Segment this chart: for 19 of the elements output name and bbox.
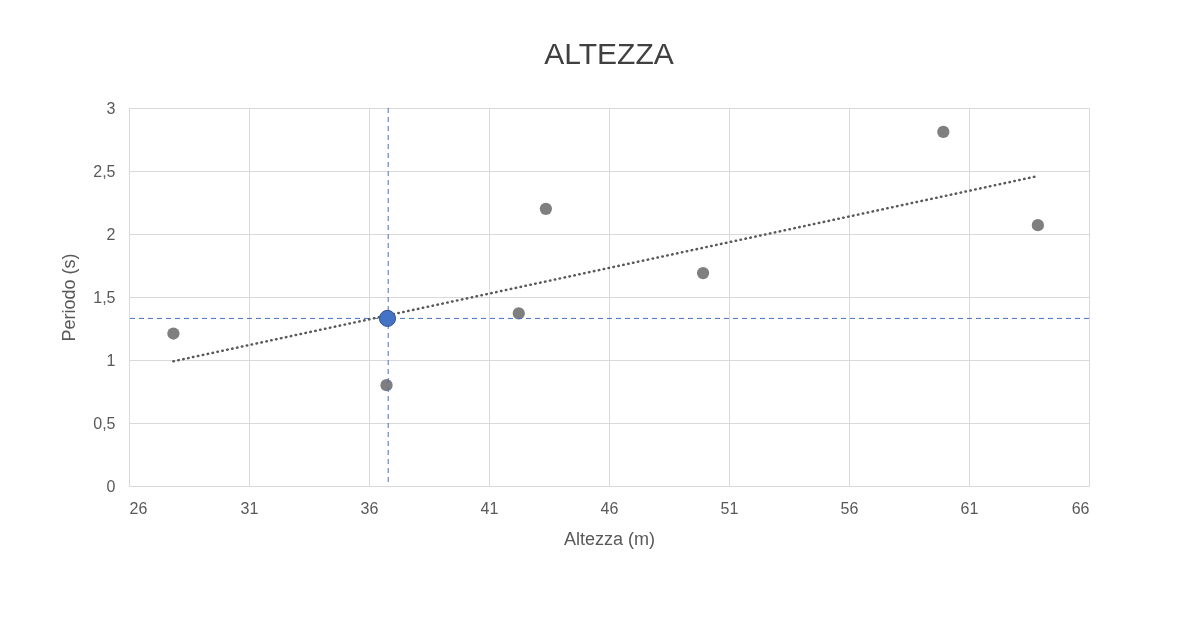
x-axis-title: Altezza (m) xyxy=(563,528,656,549)
x-tick-label: 46 xyxy=(600,499,619,517)
y-tick-label: 3 xyxy=(106,99,116,117)
x-tick-label: 66 xyxy=(1071,499,1090,517)
x-tick-label: 61 xyxy=(960,499,979,517)
y-tick-label: 2,5 xyxy=(93,162,116,180)
x-tick-label: 26 xyxy=(129,499,148,517)
chart-title: ALTEZZA xyxy=(544,37,674,70)
y-tick-label: 0 xyxy=(106,477,116,495)
x-tick-label: 31 xyxy=(240,499,259,517)
y-axis-title: Periodo (s) xyxy=(59,253,80,342)
x-tick-label: 56 xyxy=(840,499,859,517)
y-tick-label: 0,5 xyxy=(93,414,116,432)
y-tick-label: 1,5 xyxy=(93,288,116,306)
y-tick-label: 1 xyxy=(106,351,116,369)
x-tick-label: 36 xyxy=(360,499,379,517)
y-tick-label: 2 xyxy=(106,225,116,243)
x-tick-label: 51 xyxy=(720,499,739,517)
x-tick-label: 41 xyxy=(480,499,499,517)
